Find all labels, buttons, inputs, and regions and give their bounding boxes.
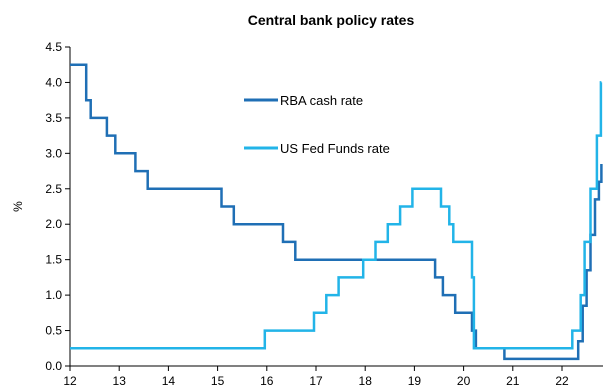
y-tick-label: 0.5 xyxy=(45,324,62,338)
y-tick-label: 1.5 xyxy=(45,253,62,267)
x-tick-label: 15 xyxy=(211,374,225,388)
chart-title: Central bank policy rates xyxy=(248,12,415,28)
x-tick-label: 16 xyxy=(260,374,274,388)
y-tick-label: 1.0 xyxy=(45,288,62,302)
legend: RBA cash rate US Fed Funds rate xyxy=(244,93,390,156)
x-tick-label: 20 xyxy=(457,374,471,388)
x-tick-label: 13 xyxy=(113,374,127,388)
series-line-us-fed-funds-rate xyxy=(70,81,603,350)
x-tick-label: 18 xyxy=(359,374,373,388)
x-tick-label: 12 xyxy=(63,374,77,388)
x-tick-label: 22 xyxy=(555,374,569,388)
y-axis-label: % xyxy=(11,201,25,212)
x-tick-label: 14 xyxy=(162,374,176,388)
legend-label-fed: US Fed Funds rate xyxy=(280,141,390,156)
plot-area: 0.0 0.5 1.0 1.5 2.0 2.5 3.0 3.5 4.0 4.5 12 13 14 15 16… xyxy=(45,40,603,388)
y-tick-label: 2.0 xyxy=(45,217,62,231)
y-tick-label: 4.0 xyxy=(45,75,62,89)
y-tick-label: 0.0 xyxy=(45,359,62,373)
y-tick-label: 4.5 xyxy=(45,40,62,54)
y-tick-label: 3.5 xyxy=(45,111,62,125)
x-tick-label: 17 xyxy=(309,374,323,388)
x-tick-label: 19 xyxy=(408,374,422,388)
legend-label-rba: RBA cash rate xyxy=(280,93,363,108)
y-tick-label: 2.5 xyxy=(45,182,62,196)
x-tick-label: 21 xyxy=(506,374,520,388)
y-tick-label: 3.0 xyxy=(45,146,62,160)
series-line-rba-cash-rate xyxy=(70,63,603,361)
